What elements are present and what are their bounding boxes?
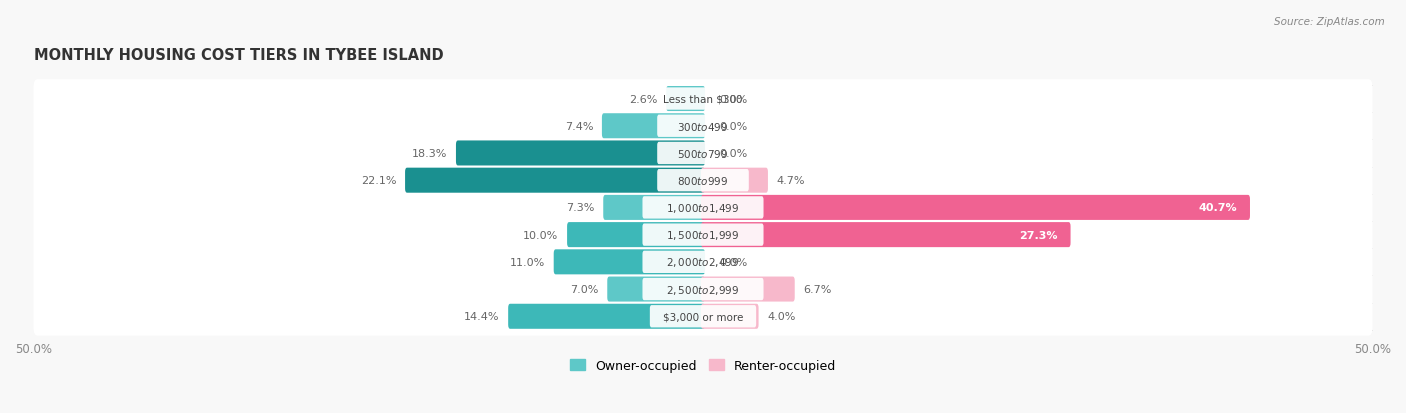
Text: 10.0%: 10.0% — [523, 230, 558, 240]
FancyBboxPatch shape — [702, 195, 1250, 221]
Text: 7.0%: 7.0% — [571, 285, 599, 294]
Text: 0.0%: 0.0% — [718, 257, 748, 267]
Text: Source: ZipAtlas.com: Source: ZipAtlas.com — [1274, 17, 1385, 26]
FancyBboxPatch shape — [34, 243, 1372, 282]
FancyBboxPatch shape — [508, 304, 704, 329]
FancyBboxPatch shape — [607, 277, 704, 302]
FancyBboxPatch shape — [34, 134, 1372, 173]
FancyBboxPatch shape — [702, 277, 794, 302]
Legend: Owner-occupied, Renter-occupied: Owner-occupied, Renter-occupied — [569, 359, 837, 372]
Text: 22.1%: 22.1% — [361, 176, 396, 186]
Text: 40.7%: 40.7% — [1199, 203, 1237, 213]
FancyBboxPatch shape — [602, 114, 704, 139]
FancyBboxPatch shape — [34, 107, 1372, 146]
FancyBboxPatch shape — [650, 88, 756, 110]
Text: 27.3%: 27.3% — [1019, 230, 1057, 240]
FancyBboxPatch shape — [34, 297, 1372, 336]
Text: 0.0%: 0.0% — [718, 149, 748, 159]
Text: Less than $300: Less than $300 — [664, 94, 742, 104]
Text: $300 to $499: $300 to $499 — [678, 121, 728, 133]
FancyBboxPatch shape — [34, 216, 1372, 254]
Text: 4.0%: 4.0% — [768, 311, 796, 321]
Text: 7.3%: 7.3% — [567, 203, 595, 213]
Text: 18.3%: 18.3% — [412, 149, 447, 159]
Text: 7.4%: 7.4% — [565, 121, 593, 131]
FancyBboxPatch shape — [657, 142, 749, 165]
FancyBboxPatch shape — [702, 223, 1070, 247]
FancyBboxPatch shape — [34, 270, 1372, 309]
FancyBboxPatch shape — [456, 141, 704, 166]
Text: 0.0%: 0.0% — [718, 121, 748, 131]
Text: 6.7%: 6.7% — [803, 285, 832, 294]
Text: 11.0%: 11.0% — [510, 257, 546, 267]
FancyBboxPatch shape — [657, 115, 749, 138]
FancyBboxPatch shape — [567, 223, 704, 247]
Text: 14.4%: 14.4% — [464, 311, 499, 321]
FancyBboxPatch shape — [643, 251, 763, 273]
FancyBboxPatch shape — [643, 224, 763, 246]
Text: $2,000 to $2,499: $2,000 to $2,499 — [666, 256, 740, 269]
FancyBboxPatch shape — [666, 87, 704, 112]
Text: $1,500 to $1,999: $1,500 to $1,999 — [666, 228, 740, 242]
FancyBboxPatch shape — [702, 168, 768, 193]
Text: $800 to $999: $800 to $999 — [678, 175, 728, 187]
FancyBboxPatch shape — [650, 305, 756, 328]
FancyBboxPatch shape — [34, 80, 1372, 119]
FancyBboxPatch shape — [702, 304, 759, 329]
Text: $1,000 to $1,499: $1,000 to $1,499 — [666, 202, 740, 214]
Text: $500 to $799: $500 to $799 — [678, 147, 728, 159]
Text: $3,000 or more: $3,000 or more — [662, 311, 744, 321]
FancyBboxPatch shape — [34, 189, 1372, 227]
Text: 2.6%: 2.6% — [628, 94, 658, 104]
FancyBboxPatch shape — [34, 161, 1372, 200]
FancyBboxPatch shape — [603, 195, 704, 221]
FancyBboxPatch shape — [554, 250, 704, 275]
FancyBboxPatch shape — [643, 278, 763, 301]
FancyBboxPatch shape — [643, 197, 763, 219]
FancyBboxPatch shape — [405, 168, 704, 193]
Text: $2,500 to $2,999: $2,500 to $2,999 — [666, 283, 740, 296]
Text: 4.7%: 4.7% — [776, 176, 806, 186]
Text: 0.0%: 0.0% — [718, 94, 748, 104]
Text: MONTHLY HOUSING COST TIERS IN TYBEE ISLAND: MONTHLY HOUSING COST TIERS IN TYBEE ISLA… — [34, 47, 443, 63]
FancyBboxPatch shape — [657, 170, 749, 192]
